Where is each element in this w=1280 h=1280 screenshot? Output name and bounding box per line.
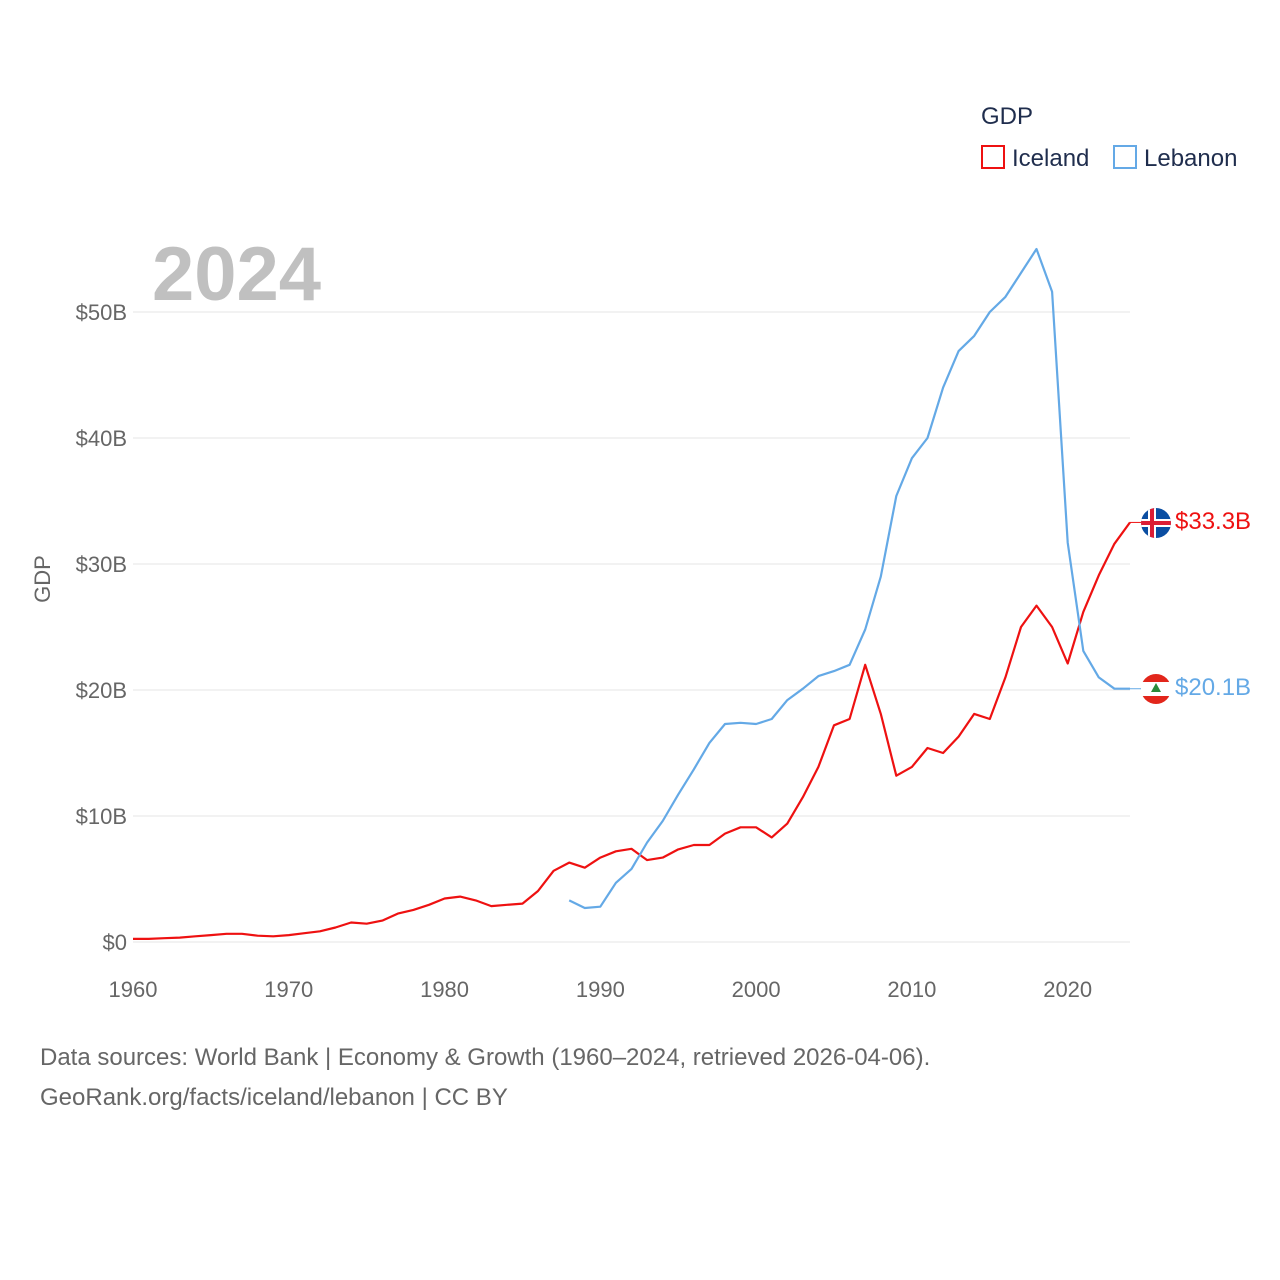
y-tick-label: $0: [103, 930, 127, 955]
footer-attribution[interactable]: GeoRank.org/facts/iceland/lebanon | CC B…: [40, 1084, 508, 1111]
end-label-lebanon: $20.1B: [1175, 674, 1251, 701]
y-tick-label: $10B: [76, 804, 127, 829]
x-tick-label: 1960: [109, 977, 158, 1002]
x-tick-label: 2000: [732, 977, 781, 1002]
gdp-line-chart: 2024 GDP Iceland Lebanon GDP $0$10B$20B$…: [30, 103, 1251, 1002]
x-tick-label: 1980: [420, 977, 469, 1002]
footer-sources: Data sources: World Bank | Economy & Gro…: [40, 1044, 931, 1071]
x-tick-label: 1970: [264, 977, 313, 1002]
x-tick-label: 2010: [887, 977, 936, 1002]
legend-label-lebanon[interactable]: Lebanon: [1144, 145, 1237, 172]
series-lines: [133, 247, 1141, 941]
y-tick-label: $30B: [76, 552, 127, 577]
y-tick-label: $40B: [76, 426, 127, 451]
legend-swatch-lebanon[interactable]: [1113, 145, 1137, 169]
y-tick-label: $50B: [76, 300, 127, 325]
y-axis-label: GDP: [30, 555, 55, 603]
x-tick-label: 1990: [576, 977, 625, 1002]
x-axis-ticks: 1960 1970 1980 1990 2000 2010 2020: [109, 977, 1093, 1002]
gridlines: [133, 311, 1130, 943]
iceland-flag-icon: [1141, 508, 1171, 538]
legend-title: GDP: [981, 103, 1033, 130]
series-line-iceland[interactable]: [133, 521, 1131, 941]
y-axis-ticks: $0 $10B $20B $30B $40B $50B: [76, 300, 127, 955]
series-line-lebanon[interactable]: [568, 247, 1130, 910]
legend-label-iceland[interactable]: Iceland: [1012, 145, 1089, 172]
x-tick-label: 2020: [1043, 977, 1092, 1002]
end-label-iceland: $33.3B: [1175, 508, 1251, 535]
y-tick-label: $20B: [76, 678, 127, 703]
lebanon-flag-icon: [1141, 674, 1171, 704]
legend-swatch-iceland[interactable]: [981, 145, 1005, 169]
legend: GDP Iceland Lebanon: [981, 103, 1237, 172]
year-watermark: 2024: [152, 232, 321, 317]
